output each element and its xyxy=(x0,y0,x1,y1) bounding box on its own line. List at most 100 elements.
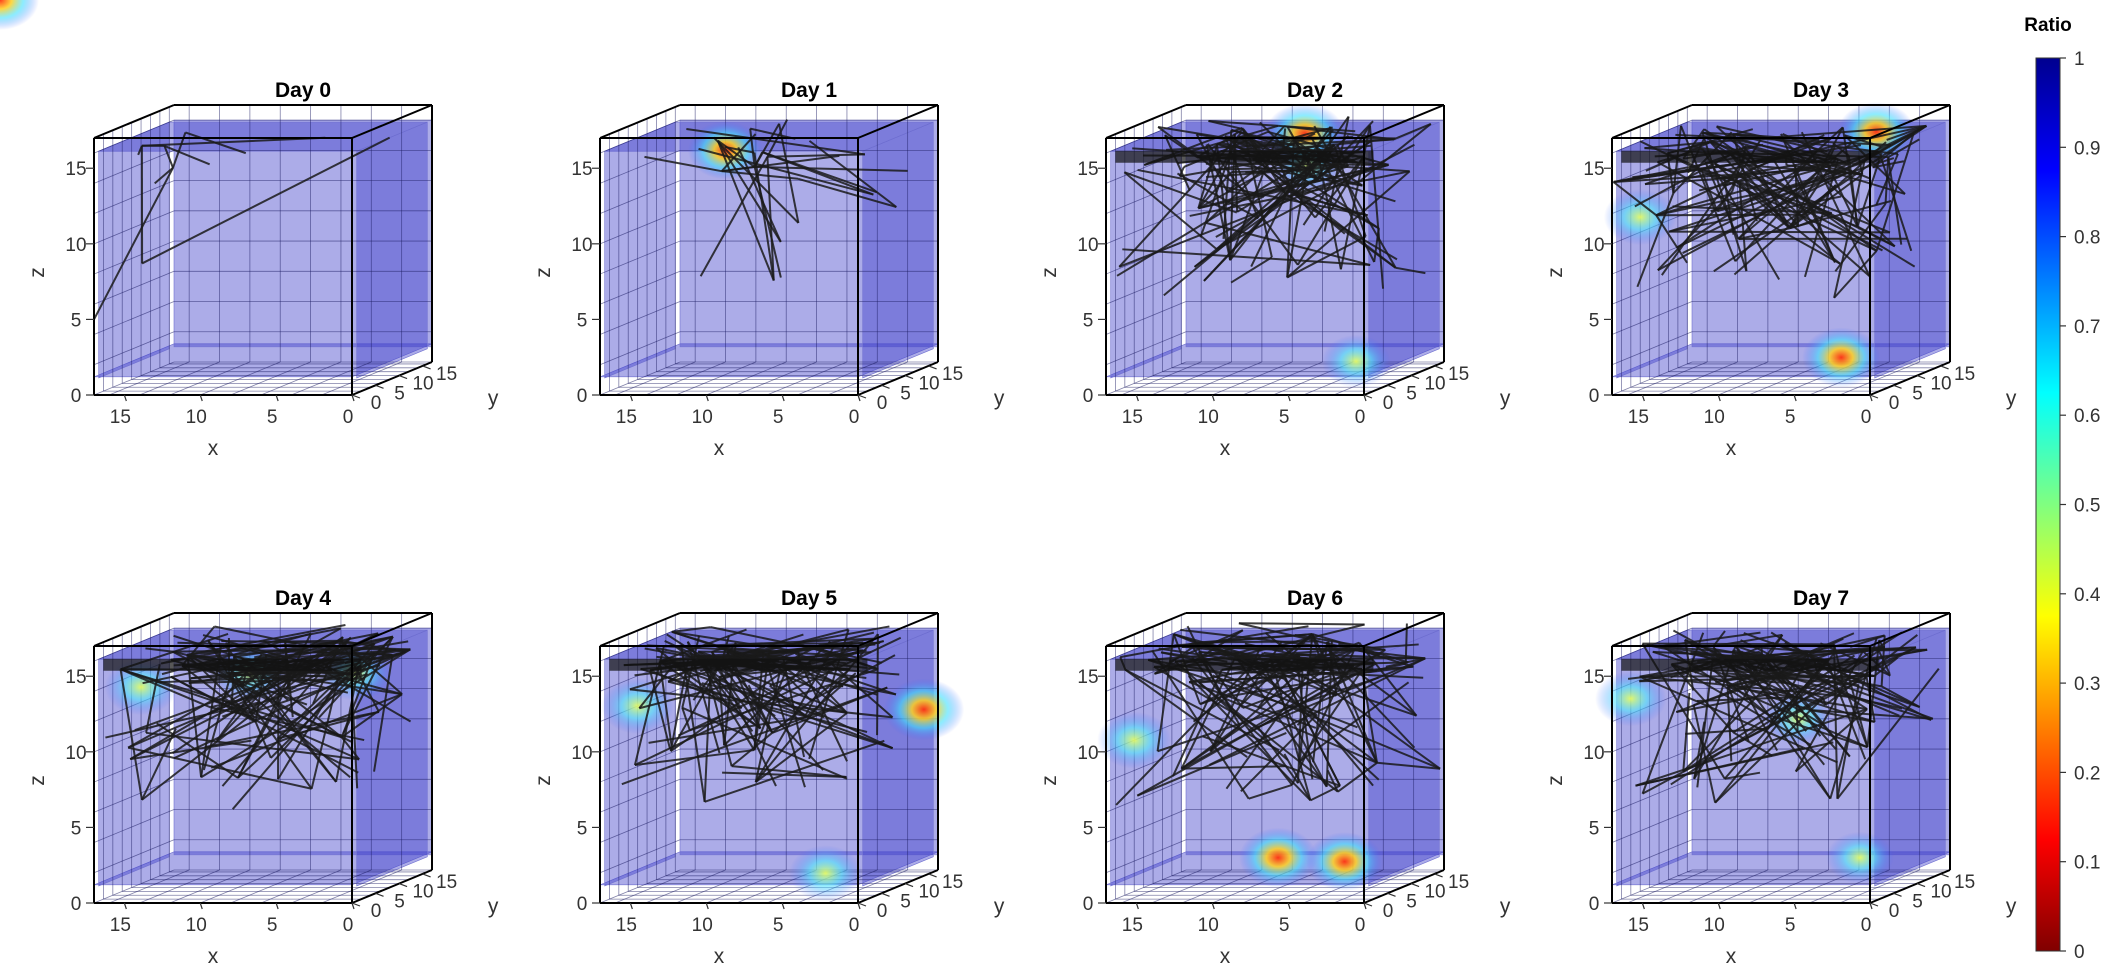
z-axis-label: z xyxy=(532,775,555,786)
z-tick-label: 15 xyxy=(65,667,86,688)
z-tick-label: 0 xyxy=(1589,386,1600,407)
x-tick-label: 5 xyxy=(1279,407,1290,428)
x-tick-label: 0 xyxy=(1861,407,1872,428)
z-tick-label: 10 xyxy=(571,235,592,256)
y-tick-label: 5 xyxy=(900,891,911,912)
fiber-network xyxy=(644,119,908,281)
y-tick-label: 0 xyxy=(1383,901,1394,922)
x-axis-label: x xyxy=(1726,437,1737,460)
y-tick-label: 15 xyxy=(1954,872,1975,893)
y-tick-label: 0 xyxy=(1383,393,1394,414)
colorbar-tick-label: 0.7 xyxy=(2074,317,2100,338)
y-tick-label: 0 xyxy=(877,393,888,414)
x-tick-label: 0 xyxy=(343,915,354,936)
x-axis-label: x xyxy=(208,437,219,460)
z-tick-label: 5 xyxy=(71,310,82,331)
bounding-box xyxy=(1611,612,1951,904)
y-tick-label: 15 xyxy=(1448,364,1469,385)
y-axis-label: y xyxy=(1500,895,1511,918)
colorbar-tick-label: 0.6 xyxy=(2074,406,2100,427)
y-axis-label: y xyxy=(994,387,1005,410)
colorbar-gradient xyxy=(2035,57,2061,952)
z-tick-label: 15 xyxy=(1077,159,1098,180)
y-tick-label: 5 xyxy=(1912,383,1923,404)
y-tick-label: 5 xyxy=(394,891,405,912)
bounding-box xyxy=(1105,104,1445,396)
y-tick-label: 10 xyxy=(1424,882,1445,903)
panel-title: Day 5 xyxy=(781,587,837,610)
x-tick-label: 5 xyxy=(773,915,784,936)
colorbar-title: Ratio xyxy=(2024,15,2072,36)
x-axis-label: x xyxy=(714,945,725,968)
colorbar-ticks: 0 0.1 0.2 0.3 0.4 0.5 0.6 0.7 0.8 0.9 1 xyxy=(2060,49,2101,963)
y-tick-label: 5 xyxy=(1406,891,1417,912)
z-axis-label: z xyxy=(26,775,49,786)
right-wall-plane xyxy=(1368,121,1440,379)
y-tick-label: 5 xyxy=(900,383,911,404)
x-tick-label: 0 xyxy=(849,407,860,428)
hotspot xyxy=(1802,327,1881,388)
x-tick-label: 15 xyxy=(1122,407,1143,428)
x-tick-label: 0 xyxy=(849,915,860,936)
y-tick-label: 15 xyxy=(1954,364,1975,385)
x-tick-label: 15 xyxy=(110,915,131,936)
x-tick-label: 15 xyxy=(110,407,131,428)
z-tick-label: 0 xyxy=(577,386,588,407)
x-tick-label: 10 xyxy=(1704,407,1725,428)
colorbar-tick-label: 0.3 xyxy=(2074,674,2100,695)
x-axis-label: x xyxy=(1220,945,1231,968)
y-axis-label: y xyxy=(488,387,499,410)
panel-title: Day 4 xyxy=(275,587,331,610)
hotspot xyxy=(1239,827,1318,888)
bounding-box xyxy=(599,612,939,904)
z-tick-label: 15 xyxy=(1077,667,1098,688)
x-tick-label: 0 xyxy=(343,407,354,428)
y-tick-label: 15 xyxy=(436,364,457,385)
y-tick-label: 0 xyxy=(371,393,382,414)
y-tick-label: 0 xyxy=(1889,393,1900,414)
hotspot xyxy=(1306,832,1383,892)
x-axis-label: x xyxy=(714,437,725,460)
x-tick-label: 10 xyxy=(1198,915,1219,936)
hotspot xyxy=(883,678,965,741)
z-tick-label: 15 xyxy=(571,159,592,180)
z-axis-label: z xyxy=(26,267,49,278)
z-axis-label: z xyxy=(532,267,555,278)
panel-title: Day 7 xyxy=(1793,587,1849,610)
colorbar-tick-label: 1 xyxy=(2074,49,2085,70)
x-tick-label: 5 xyxy=(267,407,278,428)
x-tick-label: 5 xyxy=(267,915,278,936)
colorbar: Ratio 0 0.1 0.2 0.3 0.4 0.5 0.6 0.7 0.8 0.9 1 xyxy=(2024,15,2101,963)
z-tick-label: 15 xyxy=(1583,667,1604,688)
z-tick-label: 10 xyxy=(65,235,86,256)
x-axis-label: x xyxy=(1220,437,1231,460)
colorbar-tick-label: 0.5 xyxy=(2074,496,2100,517)
x-tick-label: 5 xyxy=(1279,915,1290,936)
z-tick-label: 10 xyxy=(1583,235,1604,256)
colorbar-tick-label: 0.9 xyxy=(2074,138,2100,159)
hotspot xyxy=(1826,831,1894,884)
z-tick-label: 0 xyxy=(1083,386,1094,407)
x-tick-label: 0 xyxy=(1355,915,1366,936)
y-tick-label: 0 xyxy=(1889,901,1900,922)
x-tick-label: 5 xyxy=(1785,915,1796,936)
right-wall-plane xyxy=(862,121,934,379)
x-tick-label: 15 xyxy=(1122,915,1143,936)
y-axis-label: y xyxy=(2006,895,2017,918)
x-tick-label: 0 xyxy=(1355,407,1366,428)
x-tick-label: 15 xyxy=(1628,407,1649,428)
y-tick-label: 15 xyxy=(436,872,457,893)
z-tick-label: 5 xyxy=(71,818,82,839)
left-wall-plane xyxy=(98,121,170,379)
z-axis-label: z xyxy=(1038,775,1061,786)
x-tick-label: 10 xyxy=(1704,915,1725,936)
y-axis-label: y xyxy=(1500,387,1511,410)
z-tick-label: 0 xyxy=(71,386,82,407)
